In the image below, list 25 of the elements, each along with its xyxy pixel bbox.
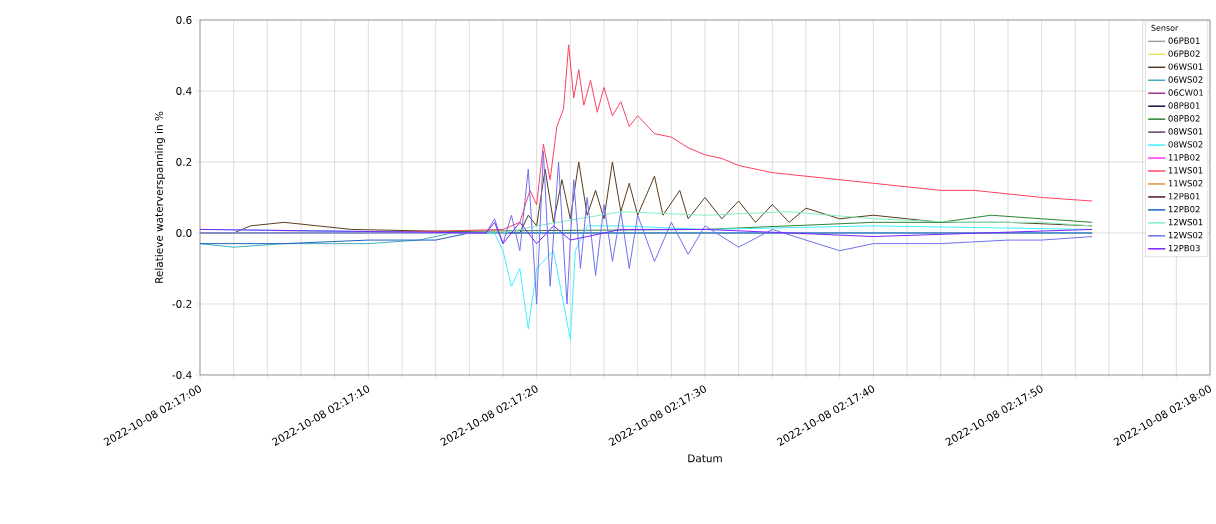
legend-label: 08WS02 xyxy=(1168,141,1203,148)
legend-label: 06PB02 xyxy=(1168,50,1200,57)
legend-label: 06PB01 xyxy=(1168,37,1200,44)
legend-label: 11WS02 xyxy=(1168,180,1203,187)
y-axis-title: Relatieve waterverspanning in % xyxy=(154,111,165,283)
y-tick-label: 0.0 xyxy=(176,229,192,237)
legend-label: 12WS01 xyxy=(1168,218,1203,226)
legend-label: 12PB02 xyxy=(1168,206,1200,213)
legend-label: 06WS01 xyxy=(1168,63,1203,70)
legend-label: 12WS02 xyxy=(1168,231,1203,239)
legend-label: 11WS01 xyxy=(1168,167,1203,174)
legend-label: 12PB03 xyxy=(1168,244,1200,252)
y-tick-label: 0.6 xyxy=(176,16,192,24)
legend-label: 06CW01 xyxy=(1168,89,1203,96)
legend-label: 06WS02 xyxy=(1168,76,1203,83)
x-axis-title: Datum xyxy=(688,454,722,463)
legend-label: 08PB02 xyxy=(1168,115,1200,122)
legend-label: 08WS01 xyxy=(1168,128,1203,135)
y-tick-label: -0.2 xyxy=(172,300,192,308)
y-tick-label: 0.4 xyxy=(176,87,192,95)
y-tick-label: 0.2 xyxy=(176,158,192,166)
legend-label: 08PB01 xyxy=(1168,102,1200,109)
legend-label: 12PB01 xyxy=(1168,193,1200,200)
y-tick-label: -0.4 xyxy=(172,371,192,379)
legend-label: 11PB02 xyxy=(1168,154,1200,161)
